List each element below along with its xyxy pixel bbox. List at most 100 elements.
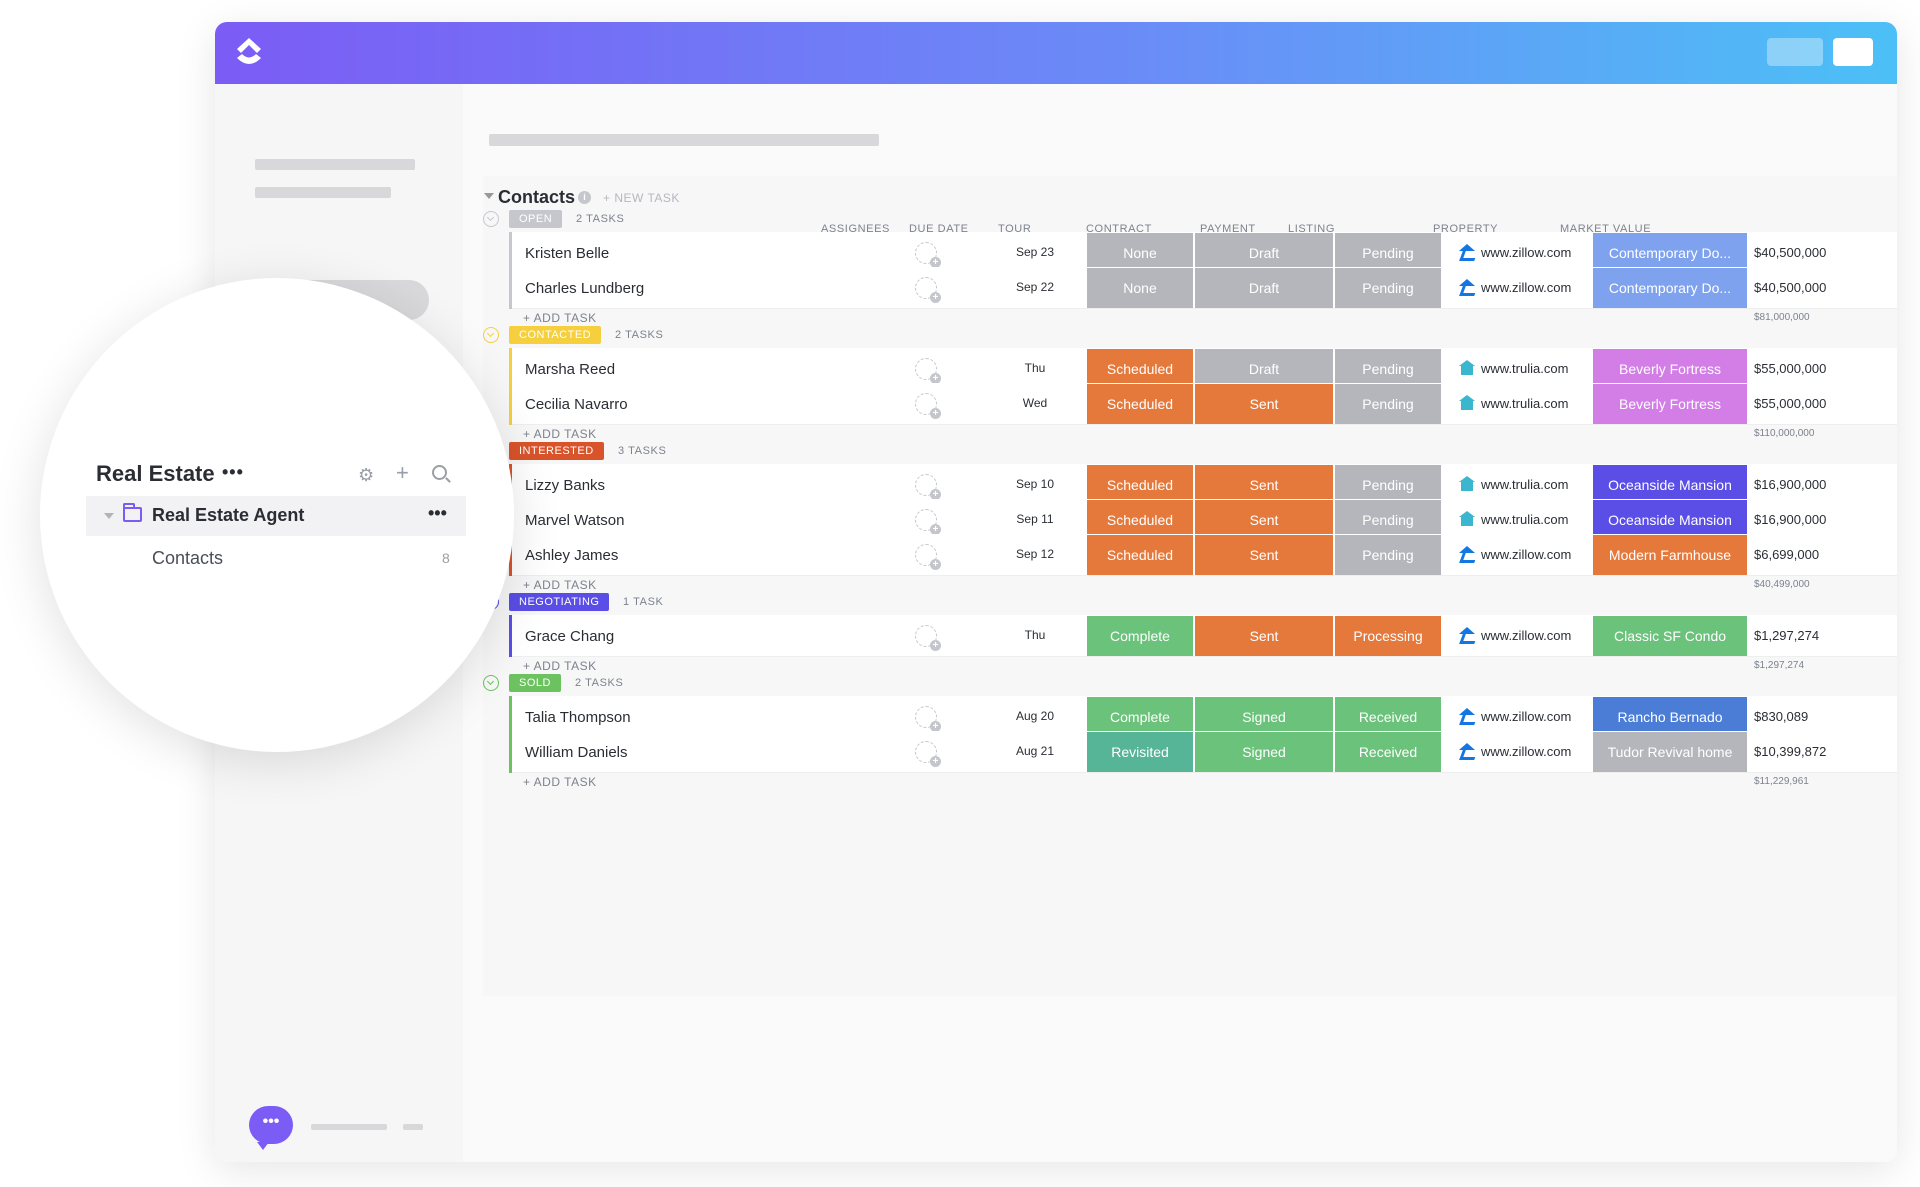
topbar-action-button[interactable]: [1833, 38, 1873, 66]
payment-status[interactable]: Pending: [1335, 268, 1441, 308]
task-name[interactable]: Lizzy Banks: [525, 477, 606, 494]
market-value[interactable]: $6,699,000: [1754, 547, 1820, 562]
property-tag[interactable]: Modern Farmhouse: [1593, 535, 1747, 575]
tour-status[interactable]: Scheduled: [1087, 500, 1193, 540]
contract-status[interactable]: Draft: [1195, 268, 1333, 308]
task-name[interactable]: Charles Lundberg: [525, 280, 645, 297]
chat-button[interactable]: •••: [249, 1106, 293, 1150]
add-assignee-icon[interactable]: [915, 474, 941, 500]
listing-link[interactable]: www.trulia.com: [1459, 476, 1568, 492]
listing-link[interactable]: www.zillow.com: [1459, 708, 1571, 724]
due-date[interactable]: Sep 23: [1015, 245, 1055, 259]
payment-status[interactable]: Pending: [1335, 500, 1441, 540]
contract-status[interactable]: Signed: [1195, 697, 1333, 737]
market-value[interactable]: $16,900,000: [1754, 477, 1827, 492]
property-tag[interactable]: Contemporary Do...: [1593, 268, 1747, 308]
due-date[interactable]: Sep 12: [1015, 547, 1055, 561]
add-assignee-icon[interactable]: [915, 509, 941, 535]
group-status-pill[interactable]: SOLD: [509, 674, 561, 692]
due-date[interactable]: Sep 10: [1015, 477, 1055, 491]
property-tag[interactable]: Beverly Fortress: [1593, 349, 1747, 389]
payment-status[interactable]: Pending: [1335, 384, 1441, 424]
space-title[interactable]: Real Estate: [96, 461, 215, 486]
due-date[interactable]: Thu: [1024, 628, 1046, 642]
due-date[interactable]: Aug 21: [1015, 744, 1055, 758]
market-value[interactable]: $55,000,000: [1754, 361, 1827, 376]
add-assignee-icon[interactable]: [915, 277, 941, 303]
add-assignee-icon[interactable]: [915, 544, 941, 570]
payment-status[interactable]: Pending: [1335, 465, 1441, 505]
property-tag[interactable]: Contemporary Do...: [1593, 233, 1747, 273]
due-date[interactable]: Thu: [1024, 361, 1046, 375]
property-tag[interactable]: Rancho Bernado: [1593, 697, 1747, 737]
add-icon[interactable]: +: [396, 460, 409, 485]
tour-status[interactable]: None: [1087, 233, 1193, 273]
task-name[interactable]: Kristen Belle: [525, 245, 610, 262]
due-date[interactable]: Aug 20: [1015, 709, 1055, 723]
due-date[interactable]: Sep 11: [1016, 512, 1054, 526]
listing-link[interactable]: www.trulia.com: [1459, 360, 1568, 376]
sidebar-item-contacts[interactable]: Contacts: [152, 548, 224, 568]
tour-status[interactable]: Complete: [1087, 697, 1193, 737]
group-collapse-icon[interactable]: [483, 211, 499, 227]
tour-status[interactable]: Scheduled: [1087, 384, 1193, 424]
tour-status[interactable]: Scheduled: [1087, 535, 1193, 575]
task-name[interactable]: Marvel Watson: [525, 512, 625, 529]
group-status-pill[interactable]: INTERESTED: [509, 442, 604, 460]
payment-status[interactable]: Pending: [1335, 349, 1441, 389]
listing-link[interactable]: www.trulia.com: [1459, 511, 1568, 527]
add-assignee-icon[interactable]: [915, 741, 941, 767]
tour-status[interactable]: None: [1087, 268, 1193, 308]
table-row[interactable]: William Daniels Aug 21 RevisitedSignedRece…: [509, 731, 1897, 773]
group-status-pill[interactable]: OPEN: [509, 210, 563, 228]
listing-link[interactable]: www.zillow.com: [1459, 279, 1571, 295]
task-name[interactable]: Grace Chang: [525, 628, 615, 645]
contract-status[interactable]: Sent: [1195, 384, 1333, 424]
property-tag[interactable]: Oceanside Mansion: [1593, 500, 1747, 540]
market-value[interactable]: $40,500,000: [1754, 245, 1827, 260]
add-task-button[interactable]: + ADD TASK: [523, 311, 597, 325]
market-value[interactable]: $55,000,000: [1754, 396, 1827, 411]
add-assignee-icon[interactable]: [915, 358, 941, 384]
due-date[interactable]: Sep 22: [1015, 280, 1055, 294]
contract-status[interactable]: Draft: [1195, 349, 1333, 389]
payment-status[interactable]: Pending: [1335, 535, 1441, 575]
payment-status[interactable]: Pending: [1335, 233, 1441, 273]
market-value[interactable]: $1,297,274: [1754, 628, 1820, 643]
task-name[interactable]: William Daniels: [525, 744, 628, 761]
task-name[interactable]: Cecilia Navarro: [525, 396, 628, 413]
contract-status[interactable]: Sent: [1195, 500, 1333, 540]
property-tag[interactable]: Oceanside Mansion: [1593, 465, 1747, 505]
due-date[interactable]: Wed: [1022, 396, 1048, 410]
add-assignee-icon[interactable]: [915, 393, 941, 419]
chevron-down-icon[interactable]: [104, 513, 114, 519]
market-value[interactable]: $10,399,872: [1754, 744, 1827, 759]
add-assignee-icon[interactable]: [915, 625, 941, 651]
group-collapse-icon[interactable]: [483, 327, 499, 343]
listing-link[interactable]: www.trulia.com: [1459, 395, 1568, 411]
info-icon[interactable]: i: [578, 191, 591, 204]
market-value[interactable]: $40,500,000: [1754, 280, 1827, 295]
add-task-button[interactable]: + ADD TASK: [523, 775, 597, 789]
contract-status[interactable]: Sent: [1195, 535, 1333, 575]
task-name[interactable]: Ashley James: [525, 547, 619, 564]
add-task-button[interactable]: + ADD TASK: [523, 578, 597, 592]
collapse-list-icon[interactable]: [484, 193, 494, 199]
market-value[interactable]: $16,900,000: [1754, 512, 1827, 527]
group-status-pill[interactable]: NEGOTIATING: [509, 593, 610, 611]
payment-status[interactable]: Received: [1335, 697, 1441, 737]
settings-gear-icon[interactable]: ⚙: [358, 465, 375, 485]
folder-menu-icon[interactable]: •••: [428, 503, 447, 523]
add-task-button[interactable]: + ADD TASK: [523, 659, 597, 673]
contract-status[interactable]: Signed: [1195, 732, 1333, 772]
property-tag[interactable]: Classic SF Condo: [1593, 616, 1747, 656]
add-task-button[interactable]: + ADD TASK: [523, 427, 597, 441]
group-collapse-icon[interactable]: [483, 675, 499, 691]
new-task-button[interactable]: + NEW TASK: [603, 191, 680, 205]
contract-status[interactable]: Draft: [1195, 233, 1333, 273]
task-name[interactable]: Talia Thompson: [525, 709, 631, 726]
property-tag[interactable]: Beverly Fortress: [1593, 384, 1747, 424]
